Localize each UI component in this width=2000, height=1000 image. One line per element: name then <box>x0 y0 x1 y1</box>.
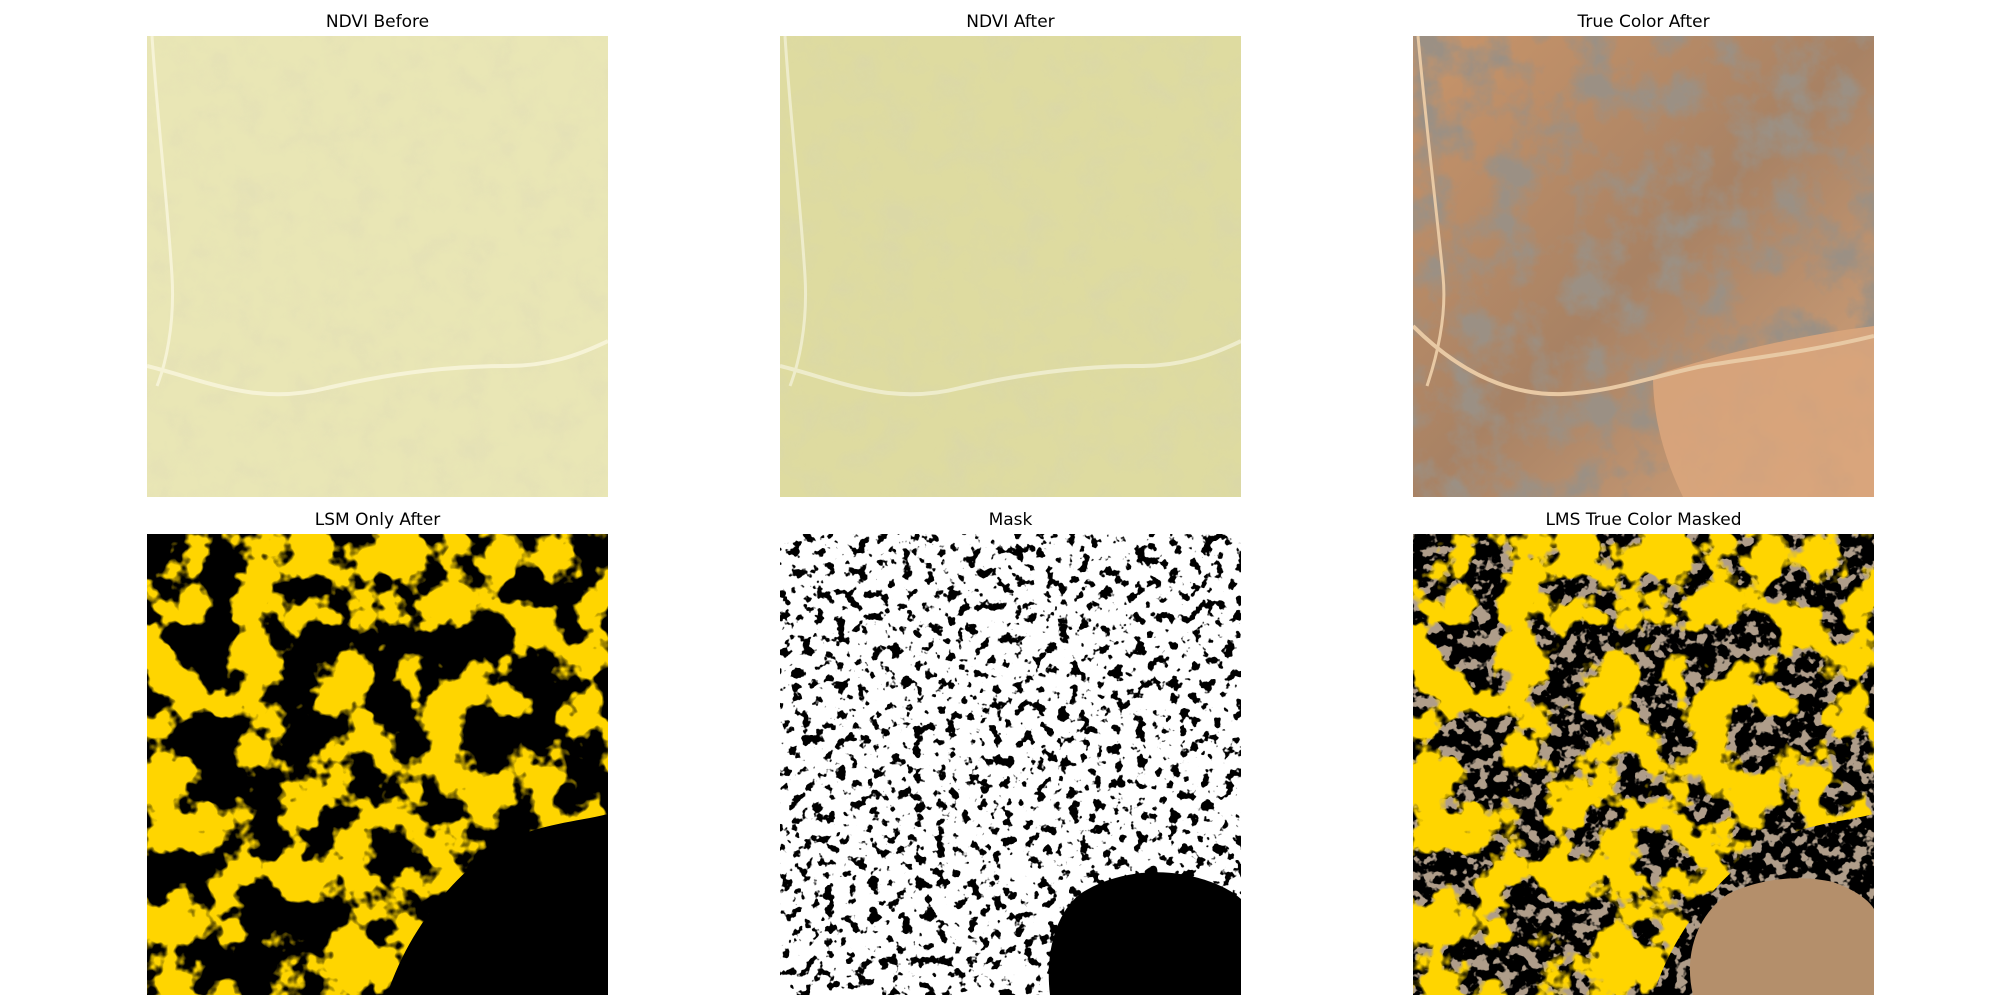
lms-tan-region <box>1689 878 1874 995</box>
panel-ndvi-before: NDVI Before <box>147 0 608 497</box>
true-color-road <box>1413 324 1874 397</box>
panel-title: NDVI After <box>966 12 1055 32</box>
panel-title: LMS True Color Masked <box>1545 510 1742 530</box>
ndvi-before-wash <box>150 36 175 387</box>
ndvi-after-image <box>780 36 1241 497</box>
panel-ndvi-after: NDVI After <box>780 0 1241 497</box>
ndvi-after-texture <box>780 36 1241 497</box>
true-color-wash <box>1416 36 1446 387</box>
ndvi-after-wash <box>783 36 808 387</box>
panel-mask: Mask <box>780 498 1241 995</box>
panel-title: True Color After <box>1577 12 1710 32</box>
panel-title: NDVI Before <box>325 12 430 32</box>
ndvi-after-road <box>780 339 1241 397</box>
true-color-flat-area <box>1653 326 1874 497</box>
panel-lms-true-color-masked: LMS True Color Masked <box>1413 498 1874 995</box>
ndvi-before-texture <box>147 36 608 497</box>
mask-dense-region <box>1048 872 1241 995</box>
panel-title: LSM Only After <box>314 510 441 530</box>
true-color-after-image <box>1413 36 1874 497</box>
ndvi-before-image <box>147 36 608 497</box>
lsm-only-after-image <box>147 534 608 995</box>
ndvi-before-road <box>147 339 608 397</box>
panel-title: Mask <box>988 510 1033 530</box>
panel-true-color-after: True Color After <box>1413 0 1874 497</box>
lms-true-color-masked-image <box>1413 534 1874 995</box>
mask-image <box>780 534 1241 995</box>
panel-lsm-only-after: LSM Only After <box>147 498 608 995</box>
